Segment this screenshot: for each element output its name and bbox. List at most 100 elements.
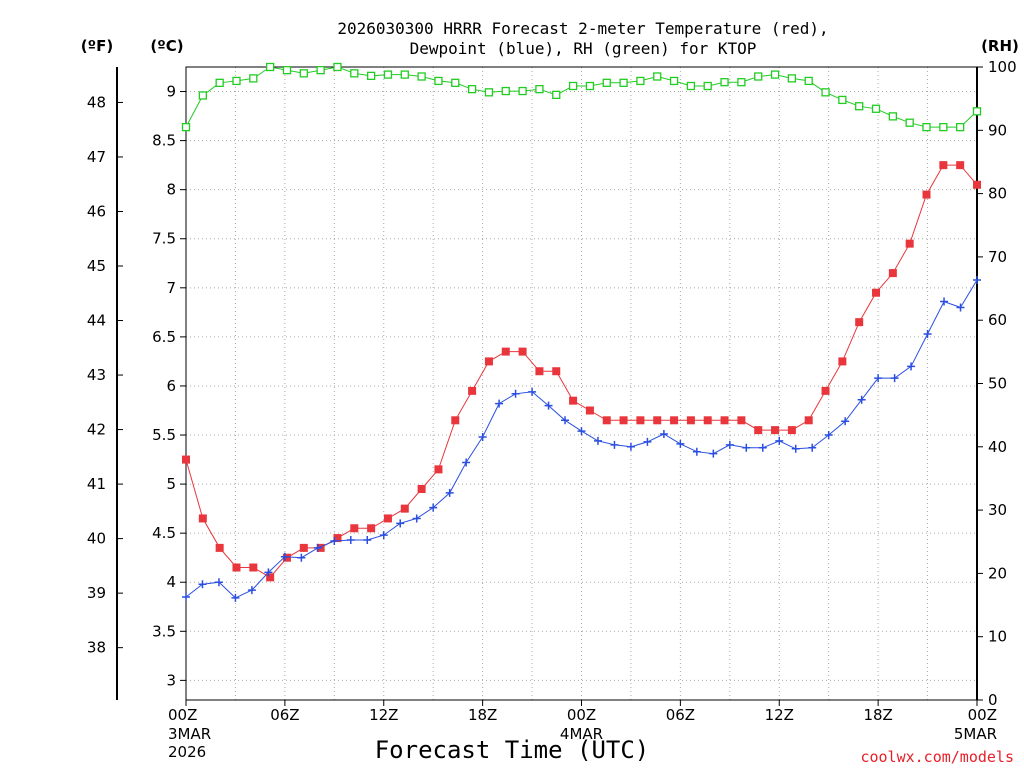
temperature-point (215, 543, 224, 552)
dewpoint-point (396, 519, 405, 528)
dewpoint-point (890, 374, 899, 383)
dewpoint-point (462, 458, 471, 467)
temperature-point (888, 269, 897, 278)
rh-tick-label: 70 (988, 248, 1007, 266)
rh-point (451, 78, 460, 87)
rh-point (905, 118, 914, 127)
celsius-axis-unit: (ºC) (150, 37, 183, 55)
x-date-label: 5MAR (954, 725, 997, 743)
temperature-point (350, 524, 359, 533)
dewpoint-point (495, 399, 504, 408)
dewpoint-point (841, 417, 850, 426)
dewpoint-point (429, 503, 438, 512)
dewpoint-point (313, 543, 322, 552)
celsius-tick-label: 3.5 (152, 622, 176, 640)
rh-point (804, 76, 813, 86)
temperature-point (619, 416, 628, 425)
dewpoint-point (412, 514, 421, 523)
temperature-point (973, 180, 981, 189)
rh-tick-label: 40 (988, 438, 1007, 456)
temperature-point (484, 357, 493, 366)
x-axis-title: Forecast Time (UTC) (375, 736, 650, 764)
dewpoint-point (528, 387, 537, 396)
rh-point (518, 86, 527, 96)
dewpoint-point (923, 329, 932, 338)
celsius-tick-label: 8 (166, 181, 176, 199)
celsius-tick-label: 5.5 (152, 426, 176, 444)
fahrenheit-tick-label: 42 (87, 421, 106, 439)
temperature-point (956, 161, 965, 170)
rh-axis-unit: (RH) (981, 37, 1019, 55)
temperature-point (501, 347, 510, 356)
dewpoint-point (874, 374, 883, 383)
temperature-point (653, 416, 662, 425)
x-tick-label: 06Z (666, 706, 695, 724)
temperature-point (720, 416, 729, 425)
temperature-point (367, 524, 376, 533)
rh-point (838, 95, 847, 105)
temperature-point (804, 416, 813, 425)
dewpoint-point (297, 553, 306, 562)
dewpoint-point (330, 537, 339, 546)
rh-point (568, 81, 578, 91)
x-tick-label: 12Z (369, 706, 398, 724)
dewpoint-point (824, 431, 833, 440)
rh-point (501, 86, 510, 96)
temperature-point (737, 416, 746, 425)
dewpoint-point (593, 436, 602, 445)
rh-tick-label: 60 (988, 311, 1007, 329)
dewpoint-point (214, 578, 223, 587)
rh-point (821, 88, 830, 97)
dewpoint-point (808, 443, 817, 452)
temperature-point (602, 416, 611, 425)
dewpoint-point (775, 436, 784, 445)
dewpoint-point (231, 593, 240, 602)
temperature-point (232, 563, 241, 572)
temperature-point (518, 347, 527, 356)
rh-point (484, 88, 494, 97)
rh-point (585, 81, 595, 91)
fahrenheit-tick-label: 48 (87, 93, 106, 111)
temperature-point (771, 426, 780, 435)
temperature-point (905, 239, 914, 248)
temperature-point (552, 367, 561, 376)
dewpoint-point (610, 440, 619, 449)
rh-point (232, 76, 241, 86)
temperature-point (821, 386, 830, 395)
rh-point (383, 70, 393, 79)
temperature-point (400, 504, 409, 513)
axes: 3 3.5 4 4.5 5 5.5 6 6.5 7 7.5 8 8.5 9 38 39 40 41 42 43 44 4… (87, 58, 1017, 761)
temperature-point (266, 573, 275, 582)
temperature-point (670, 416, 679, 425)
rh-point (181, 122, 191, 132)
temperature-point (872, 288, 881, 297)
fahrenheit-tick-label: 47 (87, 148, 106, 166)
dewpoint-point (973, 275, 981, 284)
rh-point (720, 78, 729, 87)
gridlines (186, 67, 977, 700)
fahrenheit-tick-label: 46 (87, 202, 106, 220)
x-date-label: 3MAR (168, 725, 211, 743)
x-tick-label: 00Z (968, 706, 997, 724)
dewpoint-point (692, 447, 701, 456)
fahrenheit-tick-label: 40 (87, 530, 106, 548)
rh-point (770, 70, 780, 79)
rh-point (754, 72, 763, 81)
dewpoint-point (956, 303, 965, 312)
dewpoint-point (709, 449, 718, 458)
rh-point (400, 70, 409, 79)
rh-point (956, 122, 965, 132)
dewpoint-point (857, 395, 866, 404)
rh-point (282, 66, 292, 75)
dewpoint-point (445, 488, 454, 497)
rh-point (333, 62, 342, 72)
dewpoint-point (182, 592, 190, 601)
rh-point (686, 81, 696, 91)
dewpoint-point (544, 401, 553, 410)
rh-tick-label: 50 (988, 375, 1007, 393)
rh-point (535, 85, 544, 94)
celsius-tick-label: 3 (166, 671, 176, 689)
temperature-point (198, 514, 207, 523)
x-date-label: 4MAR (560, 725, 603, 743)
dewpoint-point (363, 536, 372, 545)
